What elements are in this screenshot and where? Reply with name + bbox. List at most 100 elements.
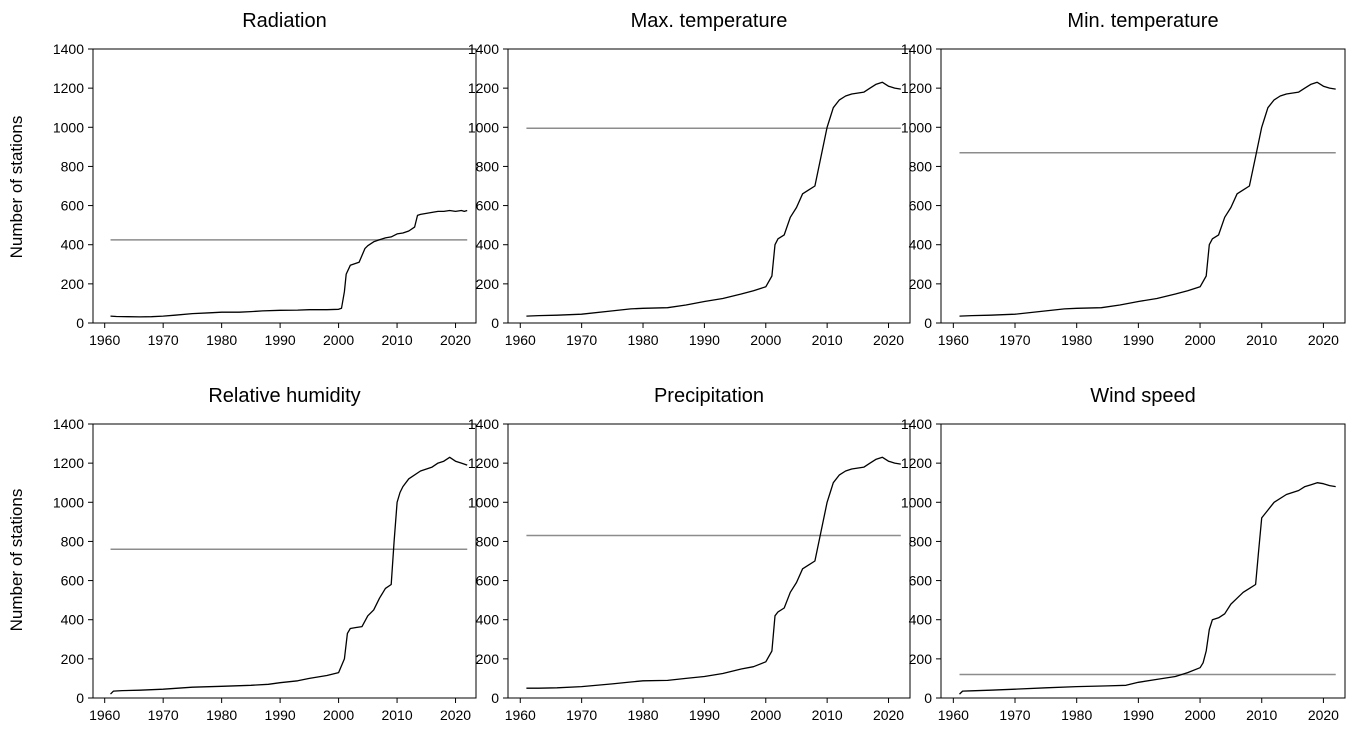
chart-title: Precipitation [654, 385, 764, 407]
y-tick-label: 600 [476, 198, 500, 214]
chart-panel-2: Max. temperature 0 200 400 600 800 1000 1200 140… [468, 10, 911, 348]
series-line [110, 456, 468, 695]
x-tick-label: 1990 [1123, 707, 1154, 723]
y-tick-label: 400 [476, 612, 500, 628]
series-line [959, 81, 1336, 317]
chart-title: Max. temperature [631, 10, 788, 32]
x-tick-label: 1990 [689, 707, 720, 723]
x-tick-label: 2020 [1308, 707, 1339, 723]
x-tick-label: 2000 [750, 332, 781, 348]
chart-title: Relative humidity [208, 385, 360, 407]
chart-title: Min. temperature [1067, 10, 1218, 32]
y-tick-label: 800 [61, 533, 85, 549]
y-tick-label: 1000 [468, 119, 499, 135]
series-line [110, 209, 468, 318]
plot-frame [507, 423, 911, 699]
y-tick-label: 800 [61, 158, 85, 174]
y-tick-label: 1000 [468, 494, 499, 510]
y-tick-label: 1000 [901, 494, 932, 510]
y-tick-label: 800 [476, 158, 500, 174]
x-tick-label: 1970 [999, 332, 1030, 348]
x-tick-label: 2000 [1184, 707, 1215, 723]
y-tick-label: 1000 [901, 119, 932, 135]
x-tick-label: 1960 [505, 332, 536, 348]
x-tick-label: 1970 [148, 332, 179, 348]
y-axis-label-bottom: Number of stations [7, 489, 26, 632]
x-tick-label: 1960 [89, 332, 120, 348]
y-tick-label: 1400 [53, 416, 84, 432]
y-tick-label: 1200 [468, 455, 499, 471]
x-tick-label: 1980 [206, 332, 237, 348]
x-tick-label: 1990 [265, 332, 296, 348]
x-tick-label: 1970 [148, 707, 179, 723]
y-tick-label: 200 [476, 651, 500, 667]
x-tick-label: 2010 [1246, 707, 1277, 723]
x-tick-label: 2000 [323, 707, 354, 723]
x-tick-label: 2010 [812, 707, 843, 723]
plot-frame [507, 48, 911, 324]
x-tick-label: 1980 [206, 707, 237, 723]
y-tick-label: 1200 [53, 80, 84, 96]
y-tick-label: 1400 [901, 416, 932, 432]
x-tick-label: 2000 [750, 707, 781, 723]
y-tick-label: 1200 [901, 455, 932, 471]
y-tick-label: 0 [924, 315, 932, 331]
y-tick-label: 800 [476, 533, 500, 549]
y-tick-label: 1200 [901, 80, 932, 96]
y-tick-label: 1400 [468, 416, 499, 432]
series-line [526, 81, 901, 317]
y-tick-label: 400 [61, 237, 85, 253]
x-tick-label: 1970 [999, 707, 1030, 723]
y-tick-label: 600 [61, 198, 85, 214]
plot-frame [92, 48, 477, 324]
y-tick-label: 1000 [53, 119, 84, 135]
y-tick-label: 800 [909, 158, 933, 174]
x-tick-label: 2010 [1246, 332, 1277, 348]
y-tick-label: 600 [61, 573, 85, 589]
x-tick-label: 2010 [381, 707, 412, 723]
x-tick-label: 2020 [1308, 332, 1339, 348]
x-tick-label: 1960 [505, 707, 536, 723]
x-tick-label: 2020 [873, 332, 904, 348]
y-tick-label: 400 [476, 237, 500, 253]
chart-panel-1: Radiation 0 200 400 600 800 1000 1200 1400 1960 19… [53, 10, 477, 348]
y-tick-label: 1400 [53, 41, 84, 57]
plot-frame [940, 48, 1346, 324]
chart-title: Wind speed [1090, 385, 1196, 407]
y-tick-label: 400 [909, 237, 933, 253]
x-tick-label: 1960 [938, 707, 969, 723]
y-tick-label: 1000 [53, 494, 84, 510]
chart-title: Radiation [242, 10, 327, 32]
plot-frame [940, 423, 1346, 699]
y-tick-label: 400 [909, 612, 933, 628]
plot-frame [92, 423, 477, 699]
x-tick-label: 2020 [440, 707, 471, 723]
y-tick-label: 200 [909, 651, 933, 667]
y-tick-label: 1200 [468, 80, 499, 96]
y-tick-label: 200 [61, 276, 85, 292]
x-tick-label: 1970 [566, 332, 597, 348]
x-tick-label: 1960 [938, 332, 969, 348]
x-tick-label: 1990 [689, 332, 720, 348]
y-tick-label: 1400 [901, 41, 932, 57]
chart-panel-5: Precipitation 0 200 400 600 800 1000 1200 1400 19… [468, 385, 911, 723]
y-axis-label-top: Number of stations [7, 116, 26, 259]
x-tick-label: 2000 [1184, 332, 1215, 348]
x-tick-label: 1980 [1061, 707, 1092, 723]
x-tick-label: 2010 [812, 332, 843, 348]
y-tick-label: 200 [909, 276, 933, 292]
x-tick-label: 1970 [566, 707, 597, 723]
x-tick-label: 2020 [440, 332, 471, 348]
chart-panel-3: Min. temperature 0 200 400 600 800 1000 1200 140… [901, 10, 1346, 348]
y-tick-label: 400 [61, 612, 85, 628]
x-tick-label: 1980 [627, 332, 658, 348]
x-tick-label: 2000 [323, 332, 354, 348]
x-tick-label: 1980 [627, 707, 658, 723]
chart-panel-6: Wind speed 0 200 400 600 800 1000 1200 1400 1960 1… [901, 385, 1346, 723]
x-tick-label: 2010 [381, 332, 412, 348]
y-tick-label: 0 [924, 690, 932, 706]
x-tick-label: 1980 [1061, 332, 1092, 348]
x-tick-label: 1960 [89, 707, 120, 723]
y-tick-label: 1200 [53, 455, 84, 471]
